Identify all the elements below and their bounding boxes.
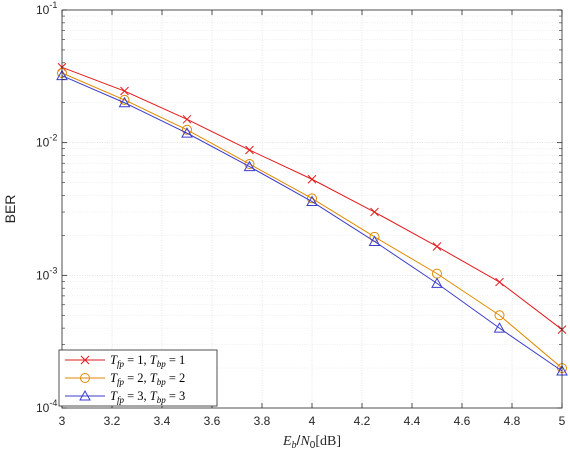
x-tick-label: 3.2 bbox=[104, 414, 121, 428]
axis-ticks bbox=[61, 9, 563, 409]
data-point bbox=[181, 127, 193, 138]
legend-marker-2 bbox=[80, 373, 90, 383]
y-tick-label: 10-1 bbox=[36, 0, 57, 17]
series-line bbox=[61, 75, 563, 372]
x-axis-label: Eb/N0[dB] bbox=[282, 432, 341, 451]
legend-label-3: Tfp = 3, Tbp = 3 bbox=[110, 389, 185, 405]
data-point bbox=[120, 86, 129, 96]
x-tick-label: 4.2 bbox=[354, 414, 371, 428]
y-tick-label: 10-2 bbox=[36, 133, 57, 150]
x-tick-label: 3 bbox=[59, 414, 66, 428]
data-point bbox=[306, 195, 318, 207]
data-point bbox=[307, 193, 317, 204]
data-point bbox=[495, 277, 504, 287]
legend-label-1: Tfp = 1, Tbp = 1 bbox=[110, 353, 185, 369]
legend-entry-2: Tfp = 2, Tbp = 2 bbox=[65, 371, 185, 387]
series-1 bbox=[57, 62, 567, 334]
series-3 bbox=[56, 69, 568, 376]
x-tick-label: 4.4 bbox=[404, 414, 421, 428]
data-point bbox=[368, 235, 381, 246]
y-tick-label: 10-4 bbox=[36, 398, 57, 415]
data-point bbox=[118, 96, 131, 108]
x-tick-label: 5 bbox=[559, 414, 566, 428]
y-axis-label: BER bbox=[2, 195, 18, 224]
legend-label-2: Tfp = 2, Tbp = 2 bbox=[110, 371, 185, 387]
legend-marker-3 bbox=[79, 389, 91, 401]
data-point bbox=[182, 114, 192, 124]
data-point bbox=[494, 310, 505, 321]
data-point bbox=[182, 124, 192, 135]
x-tick-labels: 3 3.2 3.4 3.6 3.8 4 4.2 4.4 4.6 4.8 5 bbox=[59, 414, 566, 428]
data-point bbox=[432, 242, 442, 251]
data-point bbox=[245, 145, 254, 155]
data-point bbox=[431, 277, 443, 288]
y-tick-label: 10-3 bbox=[36, 265, 57, 282]
x-tick-label: 3.8 bbox=[254, 414, 271, 428]
legend-entry-3: Tfp = 3, Tbp = 3 bbox=[65, 389, 185, 405]
data-point bbox=[493, 322, 506, 333]
series-layer bbox=[56, 62, 568, 376]
legend-entry-1: Tfp = 1, Tbp = 1 bbox=[65, 353, 185, 369]
x-tick-label: 4.6 bbox=[454, 414, 471, 428]
x-tick-label: 4.8 bbox=[504, 414, 521, 428]
x-tick-label: 3.4 bbox=[154, 414, 171, 428]
y-tick-labels: 10-1 10-2 10-3 10-4 bbox=[36, 0, 57, 415]
data-point bbox=[119, 94, 130, 105]
data-point bbox=[243, 160, 256, 172]
x-tick-label: 3.6 bbox=[204, 414, 221, 428]
legend-marker-1 bbox=[80, 355, 90, 365]
grid bbox=[61, 9, 563, 409]
data-point bbox=[307, 174, 317, 184]
legend: Tfp = 1, Tbp = 1 Tfp = 2, Tbp = 2 Tfp = … bbox=[58, 349, 218, 407]
plot-area bbox=[62, 10, 562, 408]
x-tick-label: 4 bbox=[309, 414, 316, 428]
data-point bbox=[370, 207, 379, 217]
series-line bbox=[61, 72, 563, 369]
